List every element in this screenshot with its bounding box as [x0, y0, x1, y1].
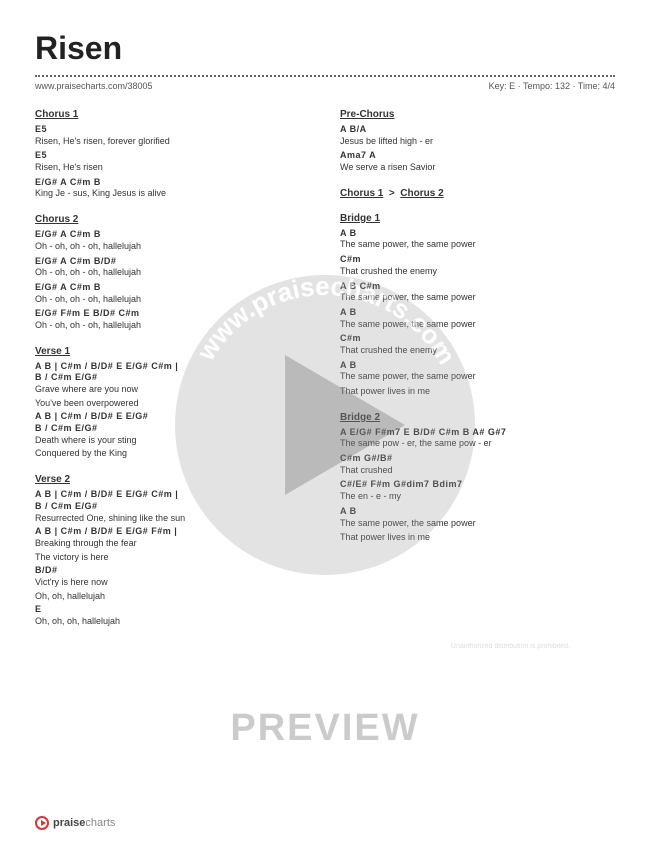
left-column: Chorus 1 E5Risen, He's risen, forever gl… [35, 109, 310, 642]
chord-line: B/D# [35, 565, 310, 577]
chord-line: C#m [340, 254, 615, 266]
lyric-line: That power lives in me [340, 532, 615, 544]
lyric-line: Vict'ry is here now [35, 577, 310, 589]
lyric-line: Oh, oh, hallelujah [35, 591, 310, 603]
lyric-line: Oh - oh, oh - oh, hallelujah [35, 241, 310, 253]
lyric-line: The same pow - er, the same pow - er [340, 438, 615, 450]
verse-2: Verse 2 A B | C#m / B/D# E E/G# C#m | B … [35, 474, 310, 628]
chord-line: A B | C#m / B/D# E E/G# C#m | [35, 361, 310, 373]
footer-logo: praisecharts [35, 816, 115, 830]
lyric-line: Risen, He's risen, forever glorified [35, 136, 310, 148]
bridge-1: Bridge 1 A B The same power, the same po… [340, 213, 615, 398]
lyric-line: We serve a risen Savior [340, 162, 615, 174]
lyric-line: Grave where are you now [35, 384, 310, 396]
chord-line: A B | C#m / B/D# E E/G# [35, 411, 310, 423]
footer-brand: praisecharts [53, 817, 115, 829]
lyric-line: Oh, oh, oh, hallelujah [35, 616, 310, 628]
chorus-2: Chorus 2 E/G# A C#m B Oh - oh, oh - oh, … [35, 214, 310, 332]
lyric-line: King Je - sus, King Jesus is alive [35, 188, 310, 200]
play-icon [35, 816, 49, 830]
lyric-line: Oh - oh, oh - oh, hallelujah [35, 294, 310, 306]
lyric-line: The same power, the same power [340, 239, 615, 251]
lyric-line: Jesus be lifted high - er [340, 136, 615, 148]
lyric-line: The victory is here [35, 552, 310, 564]
lyric-line: Risen, He's risen [35, 162, 310, 174]
bridge-2: Bridge 2 A E/G# F#m7 E B/D# C#m B A# G#7… [340, 412, 615, 544]
song-title: Risen [35, 30, 615, 67]
meta-row: www.praisecharts.com/38005 Key: E · Temp… [35, 81, 615, 91]
chord-line: C#m [340, 333, 615, 345]
lyric-line: That power lives in me [340, 386, 615, 398]
chord-line: E5 [35, 124, 310, 136]
preview-label: PREVIEW [230, 707, 419, 750]
section-title: Bridge 1 [340, 213, 615, 224]
lyric-line: That crushed the enemy [340, 345, 615, 357]
section-title: Pre-Chorus [340, 109, 615, 120]
divider [35, 75, 615, 77]
chord-line: E/G# A C#m B [35, 229, 310, 241]
content-columns: Chorus 1 E5Risen, He's risen, forever gl… [35, 109, 615, 642]
copyright-text: Unauthorized distribution is prohibited. [451, 643, 570, 650]
section-title: Chorus 2 [35, 214, 310, 225]
chord-line: A B [340, 360, 615, 372]
lyric-line: The same power, the same power [340, 292, 615, 304]
chord-line: E/G# F#m E B/D# C#m [35, 308, 310, 320]
chord-line: A B/A [340, 124, 615, 136]
verse-1: Verse 1 A B | C#m / B/D# E E/G# C#m | B … [35, 346, 310, 461]
lyric-line: Oh - oh, oh - oh, hallelujah [35, 267, 310, 279]
chord-line: A E/G# F#m7 E B/D# C#m B A# G#7 [340, 427, 615, 439]
chord-line: E [35, 604, 310, 616]
lyric-line: Oh - oh, oh - oh, hallelujah [35, 320, 310, 332]
section-title: Verse 2 [35, 474, 310, 485]
song-meta: Key: E · Tempo: 132 · Time: 4/4 [489, 81, 615, 91]
chord-line: C#/E# F#m G#dim7 Bdim7 [340, 479, 615, 491]
lyric-line: Breaking through the fear [35, 538, 310, 550]
chord-line: E/G# A C#m B/D# [35, 256, 310, 268]
chord-line: E5 [35, 150, 310, 162]
lyric-line: The en - e - my [340, 491, 615, 503]
chord-line: B / C#m E/G# [35, 423, 310, 435]
lyric-line: Death where is your sting [35, 435, 310, 447]
section-title: Chorus 1 [35, 109, 310, 120]
chord-line: A B [340, 307, 615, 319]
lyric-line: The same power, the same power [340, 518, 615, 530]
chord-line: A B | C#m / B/D# E E/G# C#m | [35, 489, 310, 501]
chorus-1: Chorus 1 E5Risen, He's risen, forever gl… [35, 109, 310, 200]
chord-line: A B [340, 228, 615, 240]
chord-line: Ama7 A [340, 150, 615, 162]
chord-line: B / C#m E/G# [35, 501, 310, 513]
chord-line: E/G# A C#m B [35, 177, 310, 189]
chord-line: A B | C#m / B/D# E E/G# F#m | [35, 526, 310, 538]
chord-line: A B [340, 506, 615, 518]
lyric-line: You've been overpowered [35, 398, 310, 410]
chord-line: E/G# A C#m B [35, 282, 310, 294]
lyric-line: Conquered by the King [35, 448, 310, 460]
lyric-line: That crushed [340, 465, 615, 477]
right-column: Pre-Chorus A B/A Jesus be lifted high - … [340, 109, 615, 642]
pre-chorus: Pre-Chorus A B/A Jesus be lifted high - … [340, 109, 615, 174]
source-url: www.praisecharts.com/38005 [35, 81, 153, 91]
section-title: Verse 1 [35, 346, 310, 357]
chord-line: A B C#m [340, 281, 615, 293]
lyric-line: Resurrected One, shining like the sun [35, 513, 310, 525]
nav-line: Chorus 1 > Chorus 2 [340, 188, 615, 199]
lyric-line: The same power, the same power [340, 371, 615, 383]
chord-line: B / C#m E/G# [35, 372, 310, 384]
section-title: Bridge 2 [340, 412, 615, 423]
lyric-line: The same power, the same power [340, 319, 615, 331]
lyric-line: That crushed the enemy [340, 266, 615, 278]
chord-line: C#m G#/B# [340, 453, 615, 465]
